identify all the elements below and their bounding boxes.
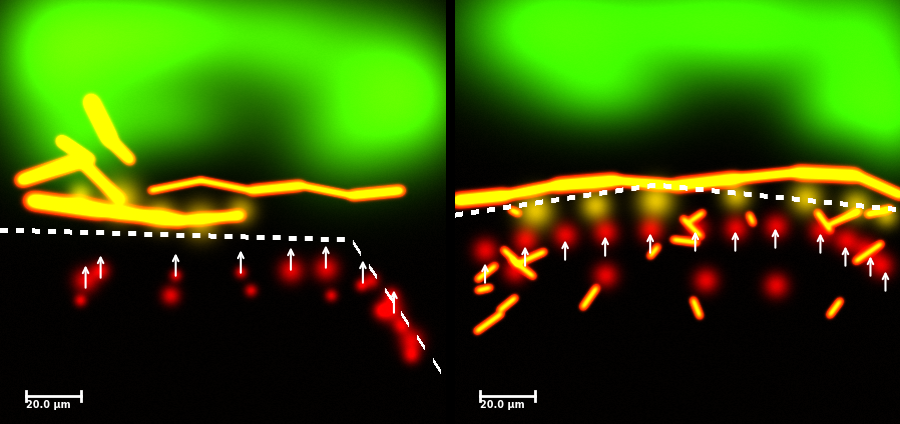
Text: 20.0 μm: 20.0 μm <box>480 399 525 410</box>
Text: 20.0 μm: 20.0 μm <box>25 399 70 410</box>
